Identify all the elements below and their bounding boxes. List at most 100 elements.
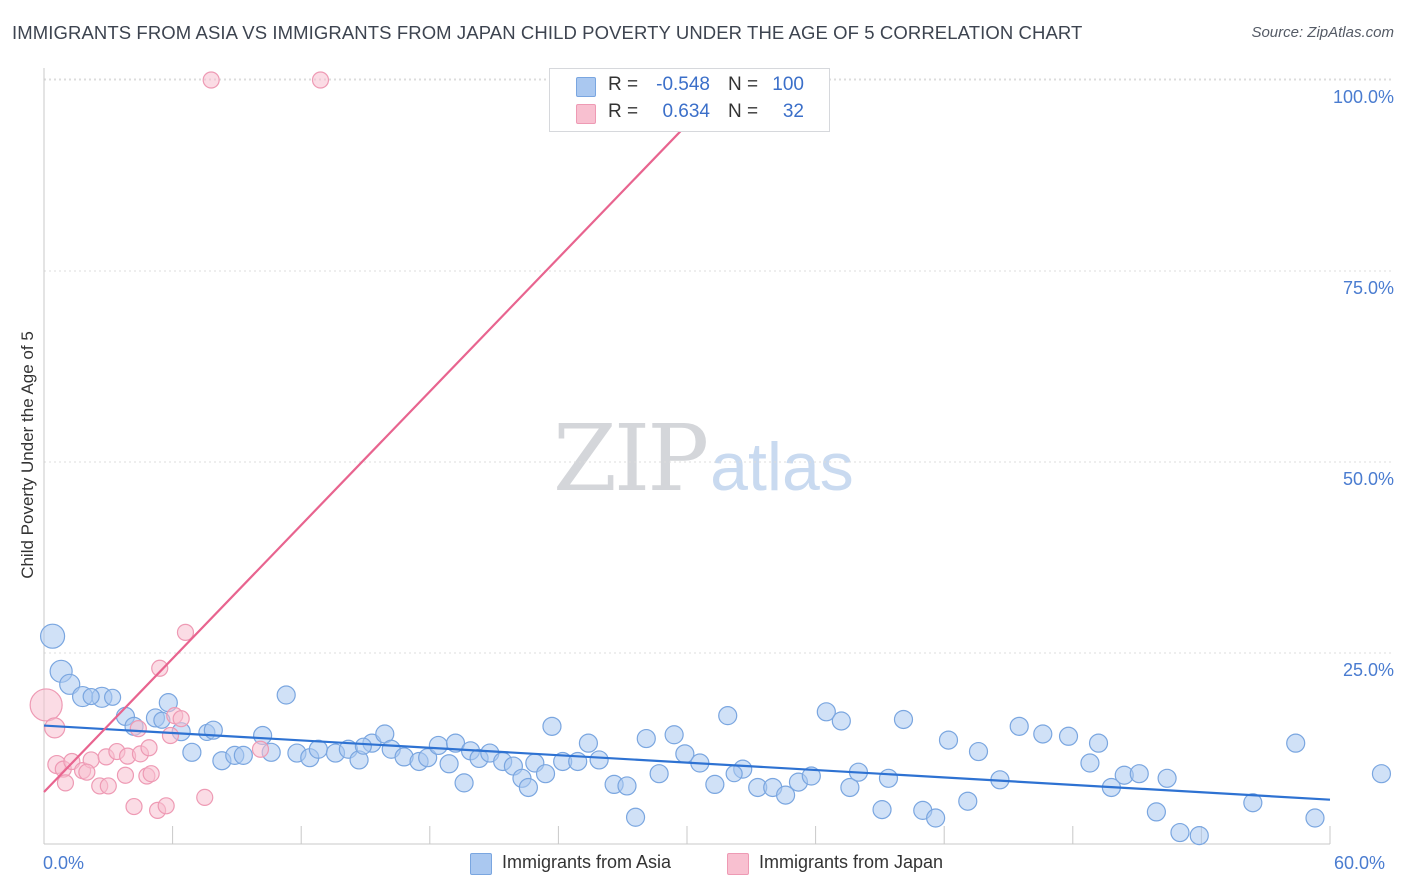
asia-point xyxy=(878,768,899,788)
y-tick-label-100: 100.0% xyxy=(1332,87,1394,107)
japan-point xyxy=(202,71,220,89)
asia-point xyxy=(801,766,821,786)
x-tick-label-min: 0.0% xyxy=(43,853,85,873)
y-tick-label-50: 50.0% xyxy=(1342,469,1394,489)
asia-point xyxy=(1243,793,1263,813)
asia-trendline xyxy=(43,724,1331,801)
y-tick-label-25: 25.0% xyxy=(1342,660,1394,680)
asia-point xyxy=(428,735,448,756)
asia-point xyxy=(542,716,562,736)
asia-point xyxy=(831,711,851,731)
asia-point xyxy=(636,728,656,749)
n-label: N = xyxy=(728,101,759,122)
asia-point xyxy=(840,777,860,798)
japan-point xyxy=(176,623,195,641)
asia-point xyxy=(938,730,959,750)
asia-point xyxy=(445,733,466,753)
asia-point xyxy=(1146,802,1166,822)
asia-point xyxy=(39,623,66,649)
asia-point xyxy=(578,733,599,753)
japan-point xyxy=(161,726,180,745)
x-tick-label-max: 60.0% xyxy=(1334,853,1386,873)
watermark-atlas: atlas xyxy=(710,429,854,505)
japan-point xyxy=(251,740,270,758)
japan-point xyxy=(311,71,330,89)
japan-point xyxy=(157,797,175,815)
japan-legend-swatch xyxy=(727,853,749,875)
asia-n-value: 100 xyxy=(772,74,804,95)
asia-point xyxy=(1033,724,1053,744)
source-credit: Source: ZipAtlas.com xyxy=(1251,24,1394,41)
n-label: N = xyxy=(728,74,759,95)
japan-point xyxy=(44,717,66,739)
asia-point xyxy=(1157,768,1177,788)
asia-point xyxy=(233,745,253,765)
asia-legend-swatch xyxy=(470,853,492,875)
asia-point xyxy=(1009,716,1029,736)
asia-point xyxy=(664,725,684,745)
japan-point xyxy=(142,765,160,783)
japan-n-value: 32 xyxy=(782,101,804,122)
japan-point xyxy=(78,763,96,781)
japan-point xyxy=(196,788,214,806)
asia-legend-label: Immigrants from Asia xyxy=(502,852,672,872)
asia-point xyxy=(182,742,202,762)
watermark-zip: ZIP xyxy=(553,405,709,512)
japan-point xyxy=(151,659,169,677)
asia-swatch xyxy=(576,77,596,97)
asia-point xyxy=(1058,726,1079,746)
asia-point xyxy=(1371,764,1392,784)
asia-point xyxy=(617,776,637,796)
asia-point xyxy=(725,765,743,783)
japan-point xyxy=(116,766,135,784)
asia-point xyxy=(59,673,81,695)
y-tick-label-75: 75.0% xyxy=(1342,278,1394,298)
asia-point xyxy=(518,777,538,798)
asia-point xyxy=(893,709,914,730)
asia-point xyxy=(1080,753,1100,773)
asia-point xyxy=(926,808,946,828)
asia-point xyxy=(354,737,372,755)
asia-point xyxy=(454,773,474,793)
asia-point xyxy=(705,774,725,795)
asia-point xyxy=(1088,733,1109,753)
series-legend: Immigrants from Asia Immigrants from Jap… xyxy=(470,851,990,877)
asia-point xyxy=(775,785,796,805)
japan-point xyxy=(56,774,75,792)
japan-point xyxy=(129,720,147,738)
asia-point xyxy=(625,807,646,827)
asia-point xyxy=(82,687,100,706)
asia-point xyxy=(1305,808,1325,828)
asia-point xyxy=(1189,825,1209,846)
asia-point xyxy=(872,800,892,820)
asia-point xyxy=(535,764,556,784)
r-label: R = xyxy=(608,74,639,95)
japan-r-value: 0.634 xyxy=(662,101,710,122)
asia-point xyxy=(1170,822,1190,843)
watermark: ZIPatlas xyxy=(553,405,854,512)
asia-point xyxy=(816,702,836,722)
legend-row-japan: R = 0.634 N = 32 xyxy=(550,101,829,127)
japan-point xyxy=(99,777,117,795)
r-label: R = xyxy=(608,101,639,122)
correlation-legend: R = -0.548 N = 100 R = 0.634 N = 32 xyxy=(549,68,830,132)
asia-point xyxy=(103,688,122,706)
asia-point xyxy=(649,764,669,784)
asia-point xyxy=(958,791,978,811)
japan-trendline xyxy=(43,79,731,793)
asia-point xyxy=(589,750,609,770)
asia-point xyxy=(276,685,296,705)
japan-point xyxy=(29,688,63,722)
asia-point xyxy=(308,739,328,759)
chart-title: IMMIGRANTS FROM ASIA VS IMMIGRANTS FROM … xyxy=(12,22,1083,43)
japan-point xyxy=(140,739,158,757)
japan-point xyxy=(125,797,143,816)
asia-point xyxy=(439,754,459,774)
asia-point xyxy=(718,706,738,726)
asia-point xyxy=(1286,733,1306,753)
legend-row-asia: R = -0.548 N = 100 xyxy=(550,74,829,100)
asia-point xyxy=(968,741,989,762)
japan-legend-label: Immigrants from Japan xyxy=(759,852,944,872)
japan-swatch xyxy=(576,104,596,124)
